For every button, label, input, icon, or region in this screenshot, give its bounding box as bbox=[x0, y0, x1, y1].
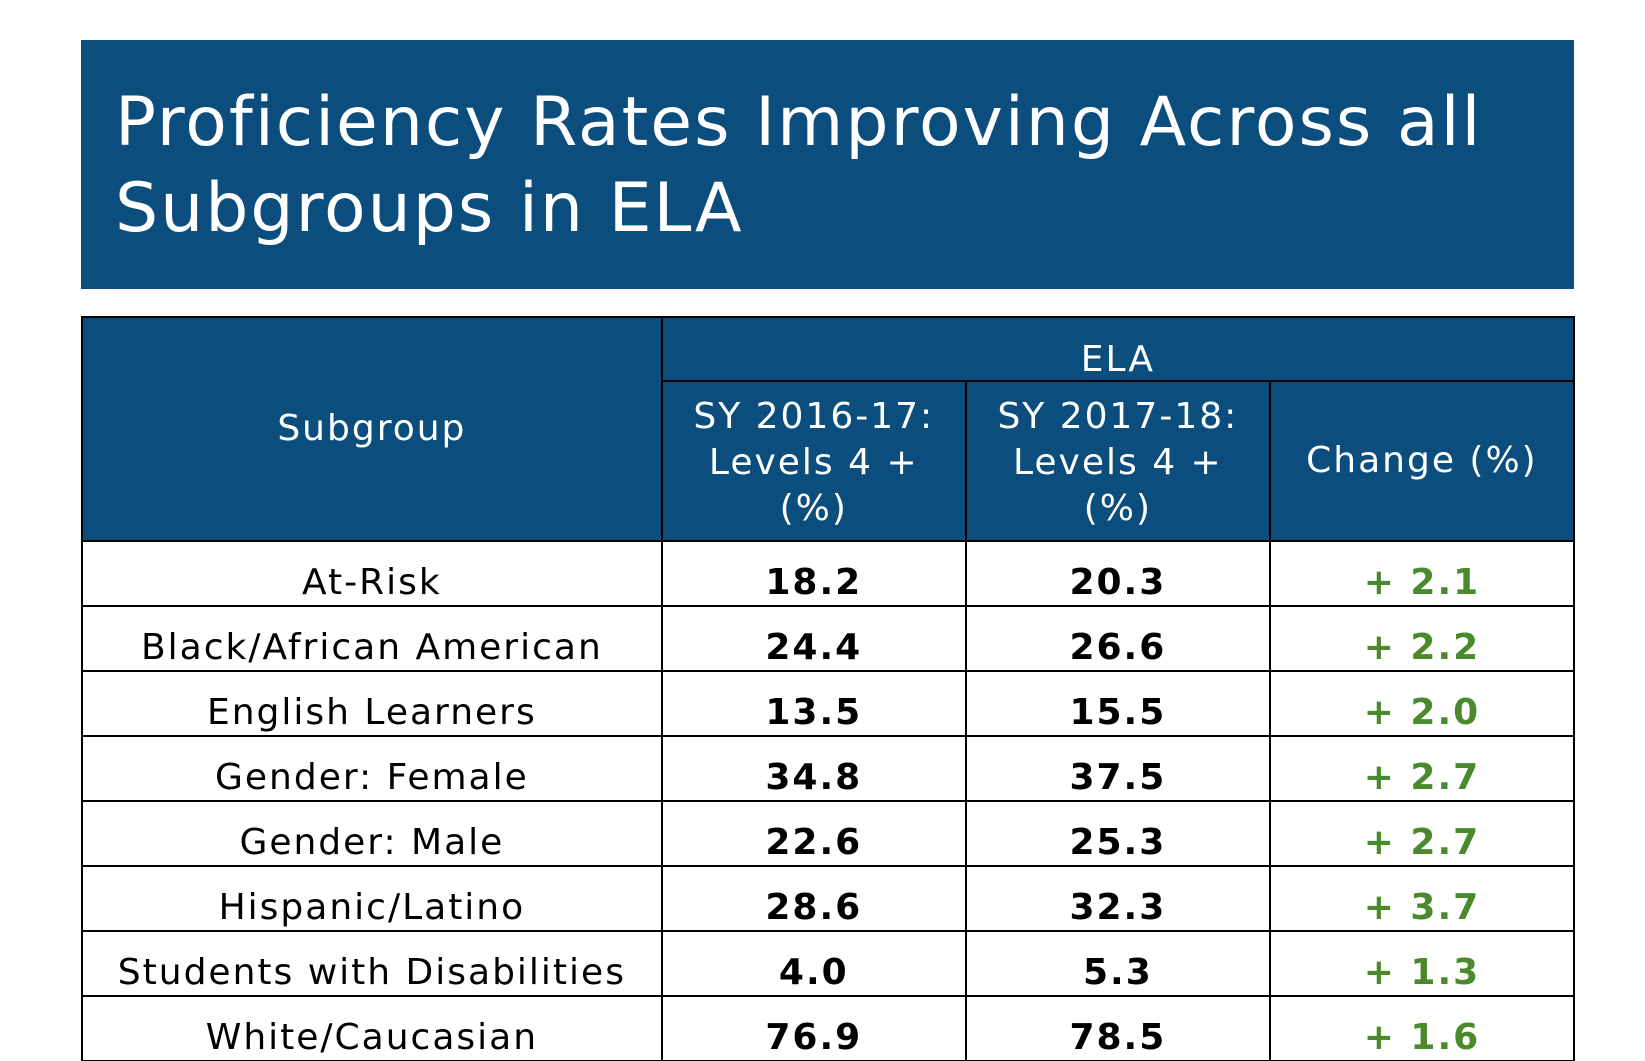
sy-2017-18-value: 32.3 bbox=[964, 865, 1271, 932]
table-body: At-Risk 18.2 20.3 + 2.1 Black/African Am… bbox=[81, 540, 1576, 1061]
sy-2016-17-header-line-1: SY 2016-17: bbox=[693, 396, 935, 437]
change-value: + 2.2 bbox=[1268, 605, 1576, 672]
subgroup-cell: Gender: Female bbox=[81, 735, 663, 802]
subgroup-cell: Black/African American bbox=[81, 605, 663, 672]
sy-2016-17-value: 13.5 bbox=[660, 670, 967, 737]
subgroup-cell: Students with Disabilities bbox=[81, 930, 663, 997]
sy-2017-18-value: 26.6 bbox=[964, 605, 1271, 672]
slide-title: Proficiency Rates Improving Across all S… bbox=[115, 80, 1540, 252]
sy-2017-18-value: 78.5 bbox=[964, 995, 1271, 1061]
sy-2016-17-column-header: SY 2016-17: Levels 4 + (%) bbox=[660, 380, 967, 542]
table-header: Subgroup ELA SY 2016-17: Levels 4 + (%) … bbox=[81, 316, 1576, 542]
change-value: + 1.3 bbox=[1268, 930, 1576, 997]
subgroup-cell: White/Caucasian bbox=[81, 995, 663, 1061]
sy-2017-18-header-line-3: (%) bbox=[1083, 488, 1153, 529]
sy-2016-17-value: 24.4 bbox=[660, 605, 967, 672]
sy-2017-18-value: 25.3 bbox=[964, 800, 1271, 867]
sy-2016-17-value: 22.6 bbox=[660, 800, 967, 867]
sy-2016-17-value: 28.6 bbox=[660, 865, 967, 932]
table-row: Black/African American 24.4 26.6 + 2.2 bbox=[81, 605, 1576, 672]
change-value: + 3.7 bbox=[1268, 865, 1576, 932]
proficiency-table: Subgroup ELA SY 2016-17: Levels 4 + (%) … bbox=[81, 316, 1576, 1061]
change-value: + 2.1 bbox=[1268, 540, 1576, 607]
change-value: + 2.7 bbox=[1268, 800, 1576, 867]
sy-2017-18-value: 20.3 bbox=[964, 540, 1271, 607]
subgroup-cell: Hispanic/Latino bbox=[81, 865, 663, 932]
table-row: At-Risk 18.2 20.3 + 2.1 bbox=[81, 540, 1576, 607]
slide-title-line-1: Proficiency Rates Improving Across all bbox=[115, 83, 1483, 162]
ela-group-header: ELA bbox=[660, 316, 1576, 382]
subgroup-column-header: Subgroup bbox=[81, 316, 663, 542]
change-value: + 2.7 bbox=[1268, 735, 1576, 802]
table-row: Gender: Male 22.6 25.3 + 2.7 bbox=[81, 800, 1576, 867]
slide-title-line-2: Subgroups in ELA bbox=[115, 169, 744, 248]
subgroup-cell: At-Risk bbox=[81, 540, 663, 607]
table-row: Gender: Female 34.8 37.5 + 2.7 bbox=[81, 735, 1576, 802]
sy-2017-18-header-line-1: SY 2017-18: bbox=[997, 396, 1239, 437]
sy-2016-17-header-line-2: Levels 4 + bbox=[708, 442, 919, 483]
change-value: + 1.6 bbox=[1268, 995, 1576, 1061]
sy-2016-17-value: 4.0 bbox=[660, 930, 967, 997]
sy-2016-17-header-line-3: (%) bbox=[779, 488, 848, 529]
sy-2017-18-header-line-2: Levels 4 + bbox=[1012, 442, 1223, 483]
title-banner: Proficiency Rates Improving Across all S… bbox=[81, 40, 1574, 289]
sy-2016-17-value: 76.9 bbox=[660, 995, 967, 1061]
subgroup-cell: English Learners bbox=[81, 670, 663, 737]
sy-2016-17-value: 34.8 bbox=[660, 735, 967, 802]
sy-2017-18-column-header: SY 2017-18: Levels 4 + (%) bbox=[964, 380, 1271, 542]
table-row: White/Caucasian 76.9 78.5 + 1.6 bbox=[81, 995, 1576, 1061]
subgroup-cell: Gender: Male bbox=[81, 800, 663, 867]
sy-2017-18-value: 37.5 bbox=[964, 735, 1271, 802]
table-row: Hispanic/Latino 28.6 32.3 + 3.7 bbox=[81, 865, 1576, 932]
sy-2017-18-value: 15.5 bbox=[964, 670, 1271, 737]
sy-2016-17-value: 18.2 bbox=[660, 540, 967, 607]
table-row: English Learners 13.5 15.5 + 2.0 bbox=[81, 670, 1576, 737]
sy-2017-18-value: 5.3 bbox=[964, 930, 1271, 997]
table-row: Students with Disabilities 4.0 5.3 + 1.3 bbox=[81, 930, 1576, 997]
change-column-header: Change (%) bbox=[1268, 380, 1576, 542]
change-value: + 2.0 bbox=[1268, 670, 1576, 737]
